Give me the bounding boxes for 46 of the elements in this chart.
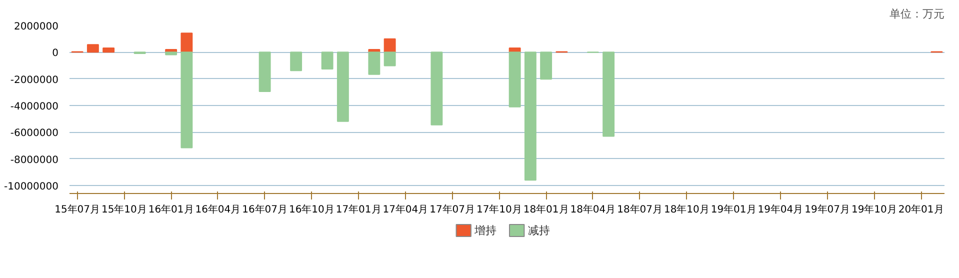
- bar: [384, 52, 396, 66]
- x-tick-label: 15年07月: [54, 204, 100, 216]
- bar: [368, 52, 380, 75]
- x-tick-label: 19年04月: [758, 204, 804, 216]
- legend-label: 减持: [528, 224, 550, 237]
- x-tick-label: 19年10月: [851, 204, 897, 216]
- y-tick-label: -6000000: [10, 128, 59, 140]
- bar: [321, 52, 334, 70]
- x-tick-label: 16年10月: [288, 204, 334, 216]
- x-tick-label: 18年04月: [570, 204, 616, 216]
- x-tick-label: 16年04月: [195, 204, 241, 216]
- x-tick-label: 16年01月: [148, 204, 194, 216]
- x-tick-label: 19年01月: [710, 204, 756, 216]
- bar: [165, 52, 178, 56]
- bar: [258, 52, 271, 92]
- bar: [336, 52, 349, 122]
- x-tick-label: 18年10月: [664, 204, 710, 216]
- y-tick-label: -8000000: [10, 154, 59, 166]
- bar: [430, 52, 443, 126]
- x-tick-label: 16年07月: [242, 204, 288, 216]
- legend-label: 增持: [474, 224, 497, 237]
- x-tick-label: 17年07月: [430, 204, 476, 216]
- x-tick-label: 17年01月: [336, 204, 382, 216]
- x-tick-label: 18年01月: [523, 204, 569, 216]
- bar: [524, 52, 536, 181]
- bar: [540, 52, 552, 80]
- x-tick-label: 18年07月: [617, 204, 663, 216]
- bar: [290, 52, 302, 72]
- text: 单位：万元: [890, 8, 944, 20]
- x-tick-label: 17年04月: [382, 204, 428, 216]
- y-tick-label: -4000000: [10, 102, 59, 112]
- bar: [180, 32, 193, 53]
- bar: [384, 38, 396, 53]
- y-tick-label: 0: [52, 48, 59, 60]
- x-tick-label: 15年10月: [101, 204, 147, 216]
- bar: [180, 52, 193, 148]
- x-tick-label: 20年01月: [898, 204, 944, 216]
- y-tick-label: -10000000: [4, 182, 59, 192]
- bar: [86, 44, 99, 53]
- y-tick-label: -2000000: [10, 74, 59, 86]
- x-tick-label: 17年10月: [476, 204, 522, 216]
- bar: [602, 52, 615, 137]
- bar: [508, 52, 521, 108]
- bar: [102, 48, 115, 53]
- y-tick-label: 2000000: [14, 22, 59, 32]
- x-tick-label: 19年07月: [804, 204, 850, 216]
